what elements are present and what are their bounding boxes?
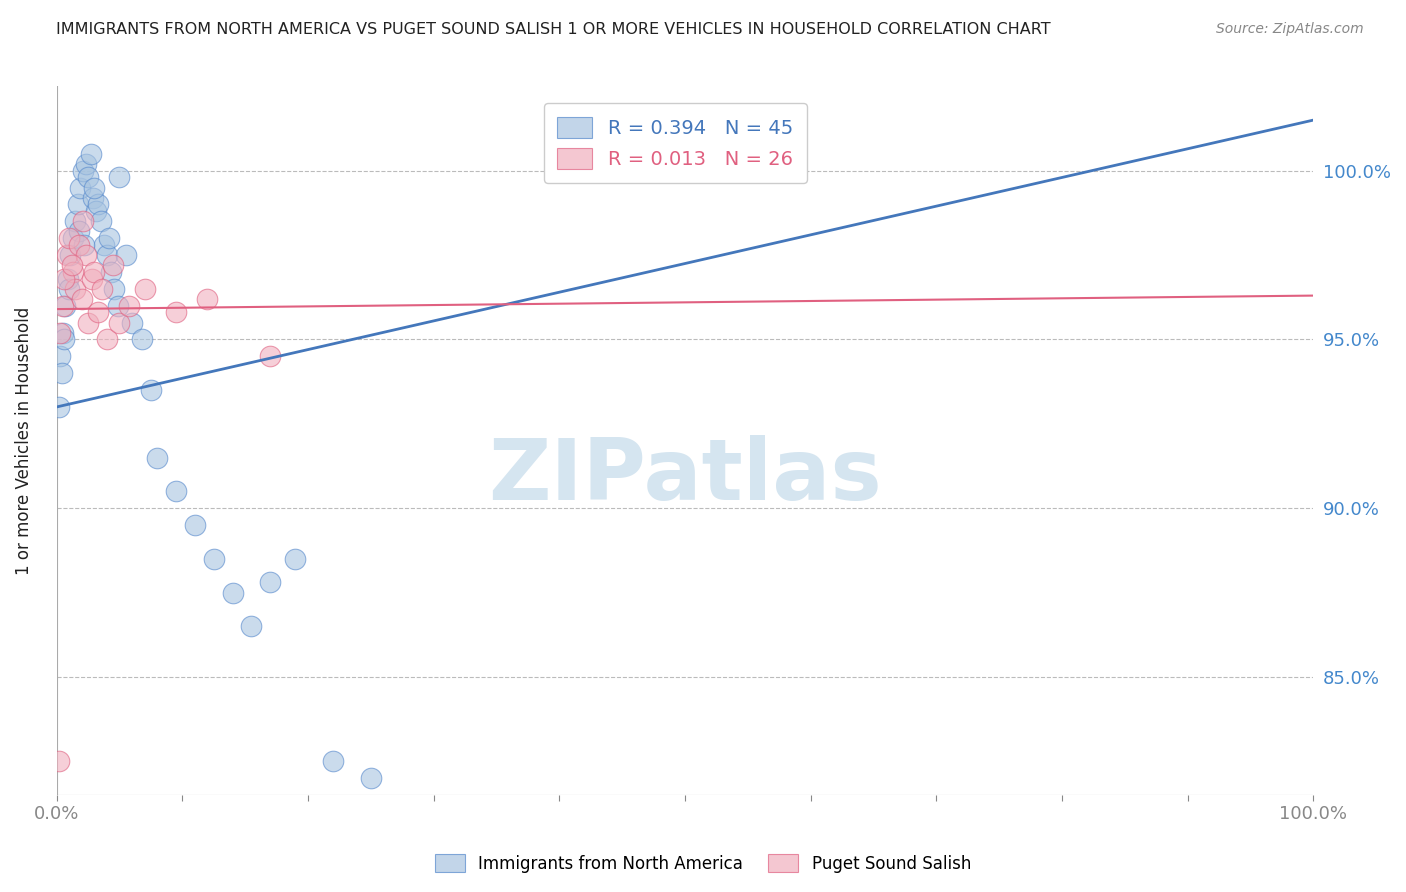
Point <box>259 575 281 590</box>
Point <box>259 349 281 363</box>
Point <box>108 316 131 330</box>
Point <box>66 197 89 211</box>
Point <box>165 484 187 499</box>
Point <box>77 316 100 330</box>
Point <box>83 180 105 194</box>
Point <box>62 231 84 245</box>
Point <box>165 305 187 319</box>
Point <box>360 771 382 785</box>
Point <box>103 282 125 296</box>
Point <box>221 585 243 599</box>
Point <box>49 326 72 340</box>
Point <box>62 265 84 279</box>
Point <box>72 163 94 178</box>
Y-axis label: 1 or more Vehicles in Household: 1 or more Vehicles in Household <box>15 307 32 574</box>
Point <box>75 248 97 262</box>
Point <box>96 248 118 262</box>
Point <box>67 238 90 252</box>
Point <box>108 170 131 185</box>
Legend: Immigrants from North America, Puget Sound Salish: Immigrants from North America, Puget Sou… <box>429 847 977 880</box>
Point <box>75 157 97 171</box>
Point <box>73 238 96 252</box>
Point <box>114 248 136 262</box>
Point <box>48 400 70 414</box>
Point <box>52 299 75 313</box>
Point <box>87 305 110 319</box>
Point <box>93 238 115 252</box>
Point <box>139 383 162 397</box>
Point <box>51 366 73 380</box>
Point <box>60 258 83 272</box>
Point <box>118 299 141 313</box>
Point <box>98 231 121 245</box>
Point <box>90 282 112 296</box>
Text: ZIPatlas: ZIPatlas <box>488 434 882 517</box>
Point <box>52 326 75 340</box>
Point <box>53 333 76 347</box>
Point <box>83 265 105 279</box>
Point <box>240 619 263 633</box>
Text: IMMIGRANTS FROM NORTH AMERICA VS PUGET SOUND SALISH 1 OR MORE VEHICLES IN HOUSEH: IMMIGRANTS FROM NORTH AMERICA VS PUGET S… <box>56 22 1050 37</box>
Point <box>80 271 103 285</box>
Point <box>96 333 118 347</box>
Point <box>69 180 91 194</box>
Point <box>146 450 169 465</box>
Point <box>48 754 70 768</box>
Point <box>100 265 122 279</box>
Point <box>84 204 107 219</box>
Point <box>87 197 110 211</box>
Legend: R = 0.394   N = 45, R = 0.013   N = 26: R = 0.394 N = 45, R = 0.013 N = 26 <box>544 103 807 183</box>
Point <box>53 271 76 285</box>
Point <box>197 292 219 306</box>
Point <box>49 349 72 363</box>
Point <box>67 225 90 239</box>
Point <box>284 551 307 566</box>
Point <box>70 292 93 306</box>
Point <box>79 146 101 161</box>
Point <box>101 258 124 272</box>
Text: Source: ZipAtlas.com: Source: ZipAtlas.com <box>1216 22 1364 37</box>
Point <box>90 214 112 228</box>
Point <box>184 518 207 533</box>
Point <box>82 191 104 205</box>
Point <box>59 248 82 262</box>
Point <box>58 282 80 296</box>
Point <box>134 282 156 296</box>
Point <box>55 248 77 262</box>
Point <box>72 214 94 228</box>
Point <box>55 299 77 313</box>
Point <box>56 271 79 285</box>
Point <box>77 170 100 185</box>
Point <box>131 333 153 347</box>
Point <box>65 282 87 296</box>
Point <box>58 231 80 245</box>
Point <box>322 754 344 768</box>
Point <box>107 299 129 313</box>
Point <box>65 214 87 228</box>
Point <box>202 551 225 566</box>
Point <box>121 316 143 330</box>
